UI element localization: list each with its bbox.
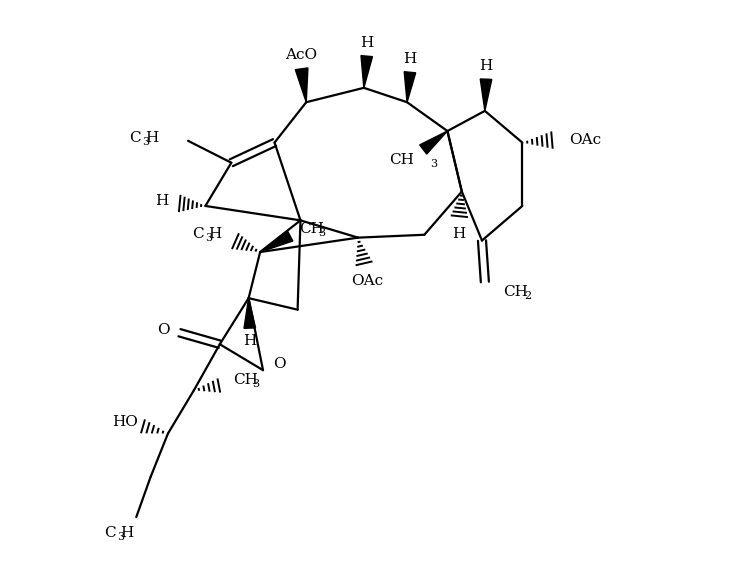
Polygon shape xyxy=(260,231,293,252)
Text: CH: CH xyxy=(299,222,324,236)
Text: 2: 2 xyxy=(524,291,531,302)
Text: AcO: AcO xyxy=(285,48,317,62)
Polygon shape xyxy=(244,298,256,328)
Text: H: H xyxy=(156,195,169,208)
Text: H: H xyxy=(403,52,416,66)
Text: 3: 3 xyxy=(430,159,437,169)
Polygon shape xyxy=(405,72,416,102)
Text: CH: CH xyxy=(504,285,528,299)
Text: 3: 3 xyxy=(142,137,150,147)
Text: HO: HO xyxy=(112,415,138,429)
Polygon shape xyxy=(361,56,372,88)
Polygon shape xyxy=(419,131,448,154)
Text: H: H xyxy=(243,334,256,349)
Text: OAc: OAc xyxy=(351,274,383,288)
Text: 3: 3 xyxy=(118,532,124,543)
Text: C: C xyxy=(192,226,203,241)
Text: 3: 3 xyxy=(252,379,259,389)
Text: C: C xyxy=(129,131,141,145)
Text: OAc: OAc xyxy=(570,133,602,146)
Polygon shape xyxy=(481,79,492,111)
Text: H: H xyxy=(360,36,373,50)
Polygon shape xyxy=(295,68,308,102)
Text: H: H xyxy=(452,226,466,241)
Text: CH: CH xyxy=(233,373,258,387)
Text: H: H xyxy=(479,59,492,73)
Text: O: O xyxy=(273,357,285,371)
Text: O: O xyxy=(157,323,170,337)
Text: H: H xyxy=(145,131,158,145)
Text: H: H xyxy=(208,226,221,241)
Text: 3: 3 xyxy=(318,228,326,238)
Text: 3: 3 xyxy=(205,233,212,243)
Text: C: C xyxy=(104,526,116,540)
Text: CH: CH xyxy=(389,153,414,167)
Text: H: H xyxy=(120,526,133,540)
